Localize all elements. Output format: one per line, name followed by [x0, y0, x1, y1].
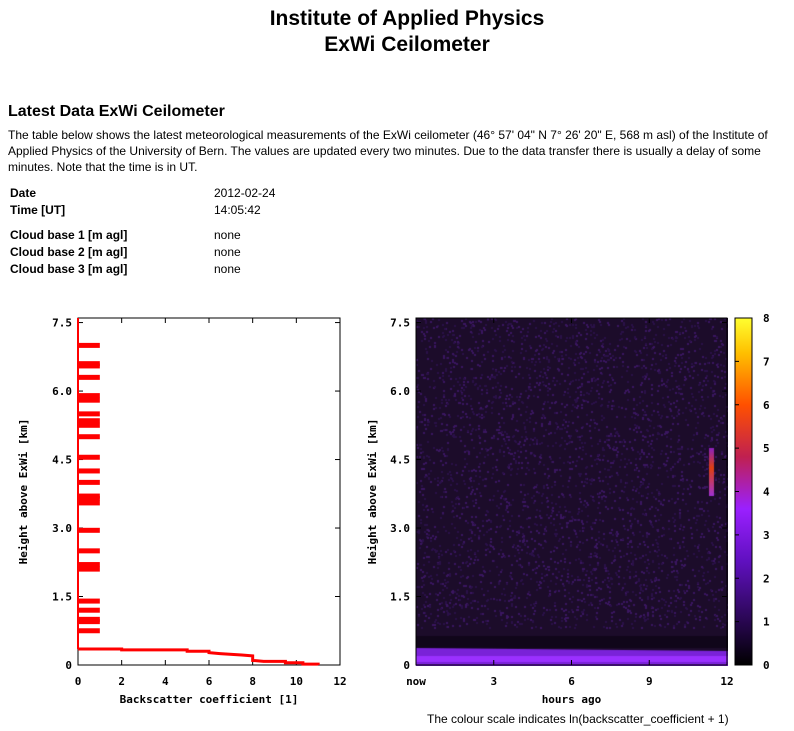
- colorbar-tick-label: 8: [763, 312, 770, 325]
- x-tick-label: 4: [162, 675, 169, 688]
- table-row: Cloud base 1 [m agl] none: [8, 226, 277, 243]
- row-label: Cloud base 3 [m agl]: [8, 260, 212, 277]
- heatmap-canvas: [416, 318, 728, 666]
- intro-text: The table below shows the latest meteoro…: [8, 127, 792, 175]
- x-tick-label: 0: [75, 675, 82, 688]
- row-value: none: [212, 260, 277, 277]
- y-tick-label: 1.5: [390, 591, 410, 604]
- title-line-1: Institute of Applied Physics: [270, 7, 545, 30]
- y-tick-label: 6.0: [390, 385, 410, 398]
- row-label: Date: [8, 184, 212, 201]
- measurement-table: Date 2012-02-24 Time [UT] 14:05:42 Cloud b…: [8, 184, 277, 277]
- profile-spike: [78, 363, 100, 368]
- x-tick-label: 3: [490, 675, 497, 688]
- profile-spike: [78, 617, 100, 622]
- table-row: Time [UT] 14:05:42: [8, 201, 277, 218]
- row-label: Cloud base 2 [m agl]: [8, 243, 212, 260]
- colorbar-tick-label: 4: [763, 486, 770, 499]
- profile-line: [78, 649, 318, 665]
- profile-spike: [78, 434, 100, 439]
- page-title: Institute of Applied Physics ExWi Ceilome…: [0, 6, 794, 58]
- y-tick-label: 3.0: [52, 522, 72, 535]
- profile-spike: [78, 567, 100, 572]
- row-value: 14:05:42: [212, 201, 277, 218]
- row-value: none: [212, 226, 277, 243]
- y-tick-label: 7.5: [390, 317, 410, 330]
- colorbar-tick-label: 3: [763, 529, 770, 542]
- y-tick-label: 3.0: [390, 522, 410, 535]
- profile-spike: [78, 500, 100, 505]
- table-row: Date 2012-02-24: [8, 184, 277, 201]
- profile-spike: [78, 361, 100, 366]
- colorbar-tick-label: 7: [763, 355, 770, 368]
- colorbar-tick-label: 1: [763, 616, 770, 629]
- y-tick-label: 6.0: [52, 385, 72, 398]
- section-title: Latest Data ExWi Ceilometer: [8, 103, 225, 121]
- profile-spike: [78, 528, 100, 533]
- table-row: Cloud base 3 [m agl] none: [8, 260, 277, 277]
- colorbar-tick-label: 2: [763, 572, 770, 585]
- colorbar-tick-label: 0: [763, 659, 770, 672]
- x-tick-label: 8: [249, 675, 256, 688]
- y-tick-label: 7.5: [52, 317, 72, 330]
- y-tick-label: 4.5: [52, 454, 72, 467]
- y-axis-label: Height above ExWi [km]: [366, 419, 379, 565]
- y-tick-label: 4.5: [390, 454, 410, 467]
- profile-spike: [78, 628, 100, 633]
- profile-spike: [78, 418, 100, 423]
- profile-spike: [78, 423, 100, 428]
- profile-spike: [78, 599, 100, 604]
- profile-spike: [78, 398, 100, 403]
- profile-spike: [78, 411, 100, 416]
- x-axis-label: hours ago: [542, 693, 602, 706]
- profile-spike: [78, 608, 100, 613]
- y-tick-label: 0: [403, 659, 410, 672]
- x-tick-label: 10: [290, 675, 303, 688]
- y-tick-label: 1.5: [52, 591, 72, 604]
- x-tick-label: 9: [646, 675, 653, 688]
- profile-frame: [78, 318, 340, 665]
- x-tick-label: 12: [333, 675, 346, 688]
- colorbar: [735, 318, 752, 665]
- profile-spike: [78, 494, 100, 499]
- profile-spike: [78, 455, 100, 460]
- table-row: Cloud base 2 [m agl] none: [8, 243, 277, 260]
- row-value: none: [212, 243, 277, 260]
- profile-spike: [78, 343, 100, 348]
- x-tick-label: 12: [720, 675, 733, 688]
- x-axis-label: Backscatter coefficient [1]: [120, 693, 299, 706]
- row-value: 2012-02-24: [212, 184, 277, 201]
- colour-scale-caption: The colour scale indicates ln(backscatte…: [427, 712, 729, 726]
- x-tick-label: now: [406, 675, 426, 688]
- profile-spike: [78, 496, 100, 501]
- y-axis-label: Height above ExWi [km]: [17, 419, 30, 565]
- row-label: Cloud base 1 [m agl]: [8, 226, 212, 243]
- x-tick-label: 2: [118, 675, 125, 688]
- profile-spike: [78, 375, 100, 380]
- x-tick-label: 6: [206, 675, 213, 688]
- title-line-2: ExWi Ceilometer: [324, 33, 490, 56]
- x-tick-label: 6: [568, 675, 575, 688]
- profile-spike: [78, 562, 100, 567]
- profile-spike: [78, 393, 100, 398]
- heatmap-frame: [416, 318, 727, 665]
- y-tick-label: 0: [65, 659, 72, 672]
- colorbar-tick-label: 6: [763, 399, 770, 412]
- row-label: Time [UT]: [8, 201, 212, 218]
- profile-spike: [78, 480, 100, 485]
- profile-spike: [78, 619, 100, 624]
- colorbar-tick-label: 5: [763, 442, 770, 455]
- profile-spike: [78, 548, 100, 553]
- profile-spike: [78, 468, 100, 473]
